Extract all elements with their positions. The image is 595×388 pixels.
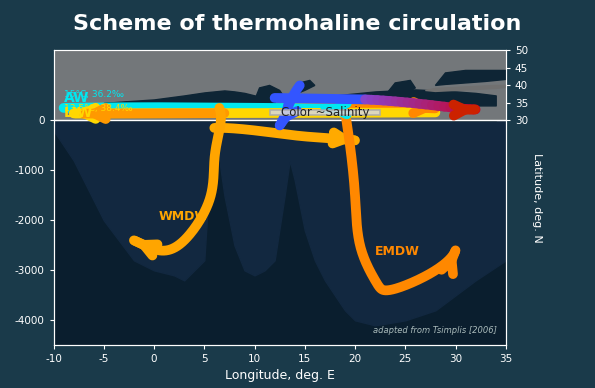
Text: LIW: LIW <box>64 106 93 120</box>
Polygon shape <box>436 71 506 85</box>
Text: adapted from Tsimplis [2006]: adapted from Tsimplis [2006] <box>374 326 497 335</box>
Polygon shape <box>385 80 415 97</box>
Text: WMDW: WMDW <box>159 210 209 223</box>
Y-axis label: Latitude, deg. N: Latitude, deg. N <box>532 153 542 243</box>
Text: 15°C, 36.2‰: 15°C, 36.2‰ <box>64 90 124 99</box>
X-axis label: Longitude, deg. E: Longitude, deg. E <box>225 369 334 381</box>
FancyBboxPatch shape <box>270 110 380 115</box>
Text: 13.5°C, 38.4‰: 13.5°C, 38.4‰ <box>64 104 132 113</box>
Polygon shape <box>255 85 284 101</box>
Text: AW: AW <box>64 92 89 106</box>
Text: EMDW: EMDW <box>375 245 420 258</box>
Text: Scheme of thermohaline circulation: Scheme of thermohaline circulation <box>73 14 522 34</box>
Text: Color ~Salinity: Color ~Salinity <box>281 106 369 119</box>
Polygon shape <box>425 85 506 92</box>
Polygon shape <box>290 80 315 95</box>
